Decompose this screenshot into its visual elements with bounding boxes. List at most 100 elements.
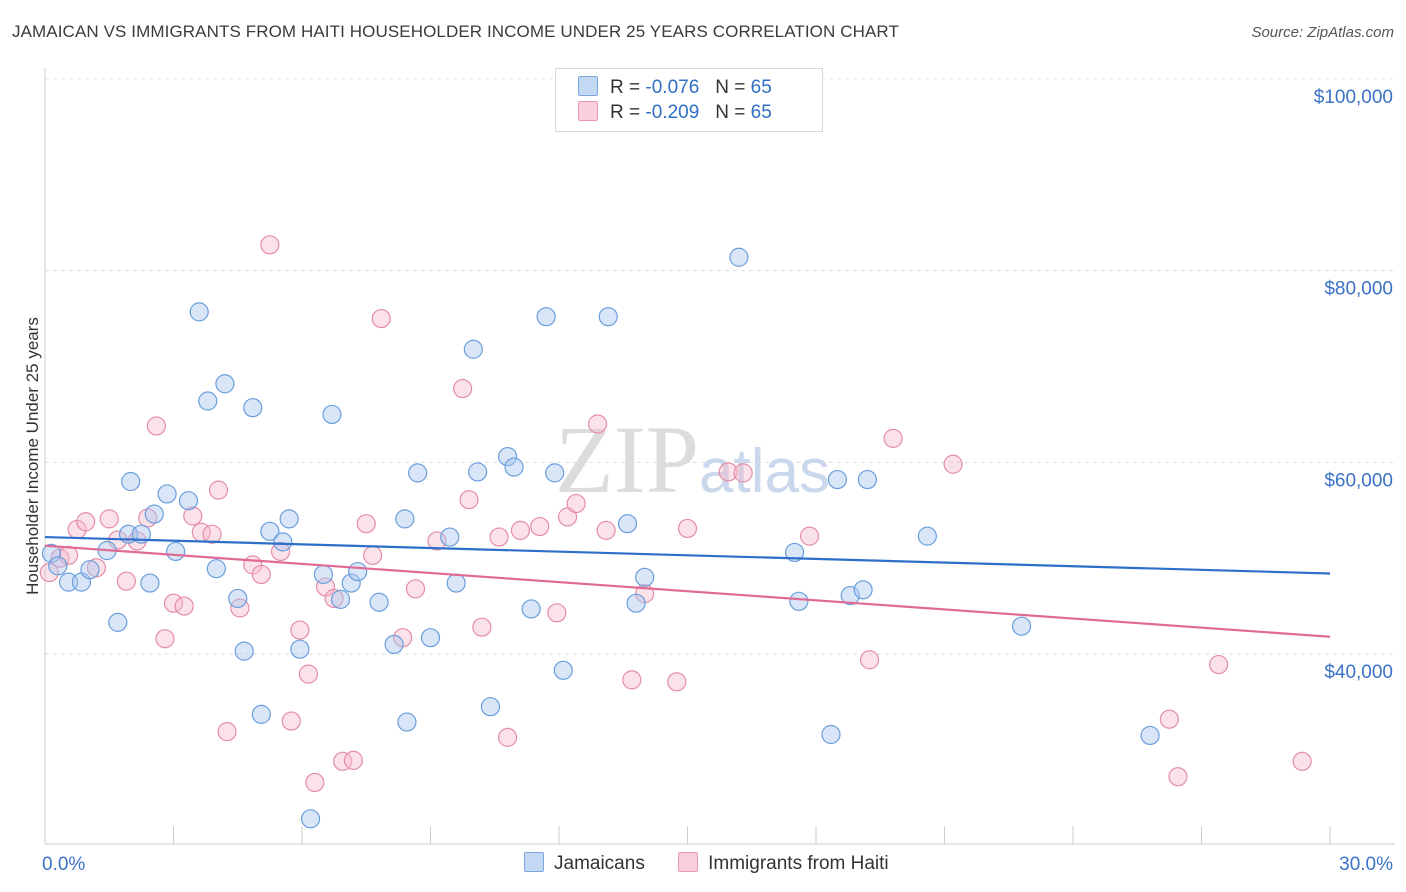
- data-point-haiti: [324, 588, 344, 609]
- data-point-haiti: [1292, 751, 1312, 771]
- data-point-haiti: [281, 711, 301, 731]
- data-point-jamaican: [198, 391, 218, 411]
- data-point-haiti: [498, 727, 518, 747]
- data-point-haiti: [622, 670, 642, 690]
- axes: [44, 68, 1395, 845]
- y-tick-label: $60,000: [1324, 470, 1393, 491]
- source-label: Source: ZipAtlas.com: [1251, 24, 1394, 41]
- data-point-jamaican: [273, 532, 293, 552]
- data-point-jamaican: [228, 588, 248, 609]
- data-point-haiti: [183, 506, 203, 526]
- legend-r-value: -0.076: [645, 77, 700, 98]
- data-point-jamaican: [821, 724, 841, 745]
- data-point-jamaican: [395, 509, 415, 529]
- data-point-haiti: [1209, 654, 1229, 675]
- y-tick-label: $40,000: [1324, 662, 1393, 683]
- data-point-jamaican: [279, 509, 299, 529]
- x-tick-label: 0.0%: [42, 854, 85, 875]
- data-point-jamaican: [857, 469, 878, 490]
- series-legend: Jamaicans Immigrants from Haiti: [524, 852, 917, 875]
- data-point-jamaican: [313, 564, 334, 585]
- data-point-jamaican: [290, 639, 310, 659]
- legend-n-value: 65: [750, 77, 772, 98]
- legend-label-jamaicans: Jamaicans: [554, 853, 645, 874]
- data-point-jamaican: [853, 580, 873, 600]
- data-point-haiti: [489, 527, 509, 547]
- data-point-jamaican: [121, 471, 141, 492]
- legend-row-haiti: R = -0.209 N = 65: [578, 101, 772, 125]
- data-point-jamaican: [300, 809, 321, 829]
- data-point-jamaican: [178, 491, 199, 511]
- data-point-jamaican: [108, 612, 128, 632]
- data-point-haiti: [343, 750, 363, 770]
- legend-swatch-blue: [524, 852, 544, 872]
- y-axis-label: Householder Income Under 25 years: [23, 317, 42, 595]
- data-point-jamaican: [384, 634, 404, 655]
- data-point-haiti: [217, 722, 237, 742]
- data-point-jamaican: [463, 339, 483, 359]
- data-point-jamaican: [144, 504, 164, 524]
- data-point-haiti: [99, 509, 119, 529]
- y-tick-label: $80,000: [1324, 279, 1393, 300]
- data-point-jamaican: [41, 543, 62, 563]
- data-point-haiti: [405, 579, 426, 599]
- data-point-haiti: [510, 520, 531, 540]
- data-point-jamaican: [635, 567, 655, 587]
- legend-n-label: N =: [715, 77, 746, 98]
- data-point-jamaican: [536, 307, 556, 327]
- data-point-jamaican: [80, 560, 100, 580]
- data-point-haiti: [1159, 709, 1179, 729]
- data-point-haiti: [230, 598, 250, 618]
- data-point-haiti: [459, 490, 479, 510]
- data-point-haiti: [251, 564, 271, 585]
- data-point-jamaican: [48, 556, 68, 576]
- trend-line-jamaicans: [44, 535, 1331, 575]
- legend-swatch-blue: [578, 76, 598, 96]
- data-point-haiti: [163, 593, 184, 613]
- data-point-haiti: [718, 462, 738, 482]
- data-point-haiti: [371, 308, 391, 329]
- legend-n-label: N =: [715, 102, 746, 123]
- data-point-haiti: [427, 531, 447, 551]
- data-point-haiti: [260, 235, 280, 255]
- data-point-haiti: [356, 514, 376, 534]
- data-point-jamaican: [545, 463, 565, 483]
- data-point-haiti: [859, 650, 880, 670]
- data-point-jamaican: [498, 446, 518, 467]
- data-point-jamaican: [243, 398, 263, 418]
- data-point-haiti: [587, 414, 608, 434]
- data-point-jamaican: [157, 484, 177, 504]
- data-point-haiti: [1168, 767, 1188, 787]
- data-point-jamaican: [140, 573, 160, 593]
- data-point-jamaican: [626, 593, 646, 613]
- data-point-haiti: [547, 603, 567, 623]
- data-point-haiti: [116, 571, 136, 591]
- trend-line-haiti: [44, 544, 1331, 638]
- data-point-haiti: [596, 520, 616, 540]
- data-point-haiti: [208, 480, 229, 500]
- data-point-haiti: [667, 672, 687, 692]
- data-point-jamaican: [251, 704, 271, 724]
- data-point-jamaican: [189, 302, 209, 322]
- data-point-haiti: [290, 620, 310, 640]
- legend-r-value: -0.209: [645, 102, 700, 123]
- data-point-haiti: [472, 617, 492, 637]
- legend-n-value: 65: [750, 102, 772, 123]
- data-point-haiti: [305, 772, 325, 793]
- data-point-jamaican: [1140, 725, 1160, 746]
- data-point-haiti: [174, 596, 194, 616]
- data-point-haiti: [270, 541, 291, 562]
- y-tick-label: $100,000: [1314, 87, 1393, 108]
- data-point-jamaican: [330, 589, 351, 609]
- data-point-haiti: [76, 512, 96, 532]
- data-point-haiti: [453, 378, 473, 399]
- data-point-jamaican: [598, 307, 618, 327]
- data-point-jamaican: [341, 573, 361, 593]
- data-point-haiti: [677, 518, 698, 539]
- legend-r-label: R =: [610, 102, 641, 123]
- data-point-jamaican: [468, 462, 488, 482]
- data-point-jamaican: [446, 573, 466, 593]
- data-point-haiti: [799, 526, 820, 546]
- data-point-jamaican: [784, 542, 805, 563]
- data-point-haiti: [530, 516, 550, 537]
